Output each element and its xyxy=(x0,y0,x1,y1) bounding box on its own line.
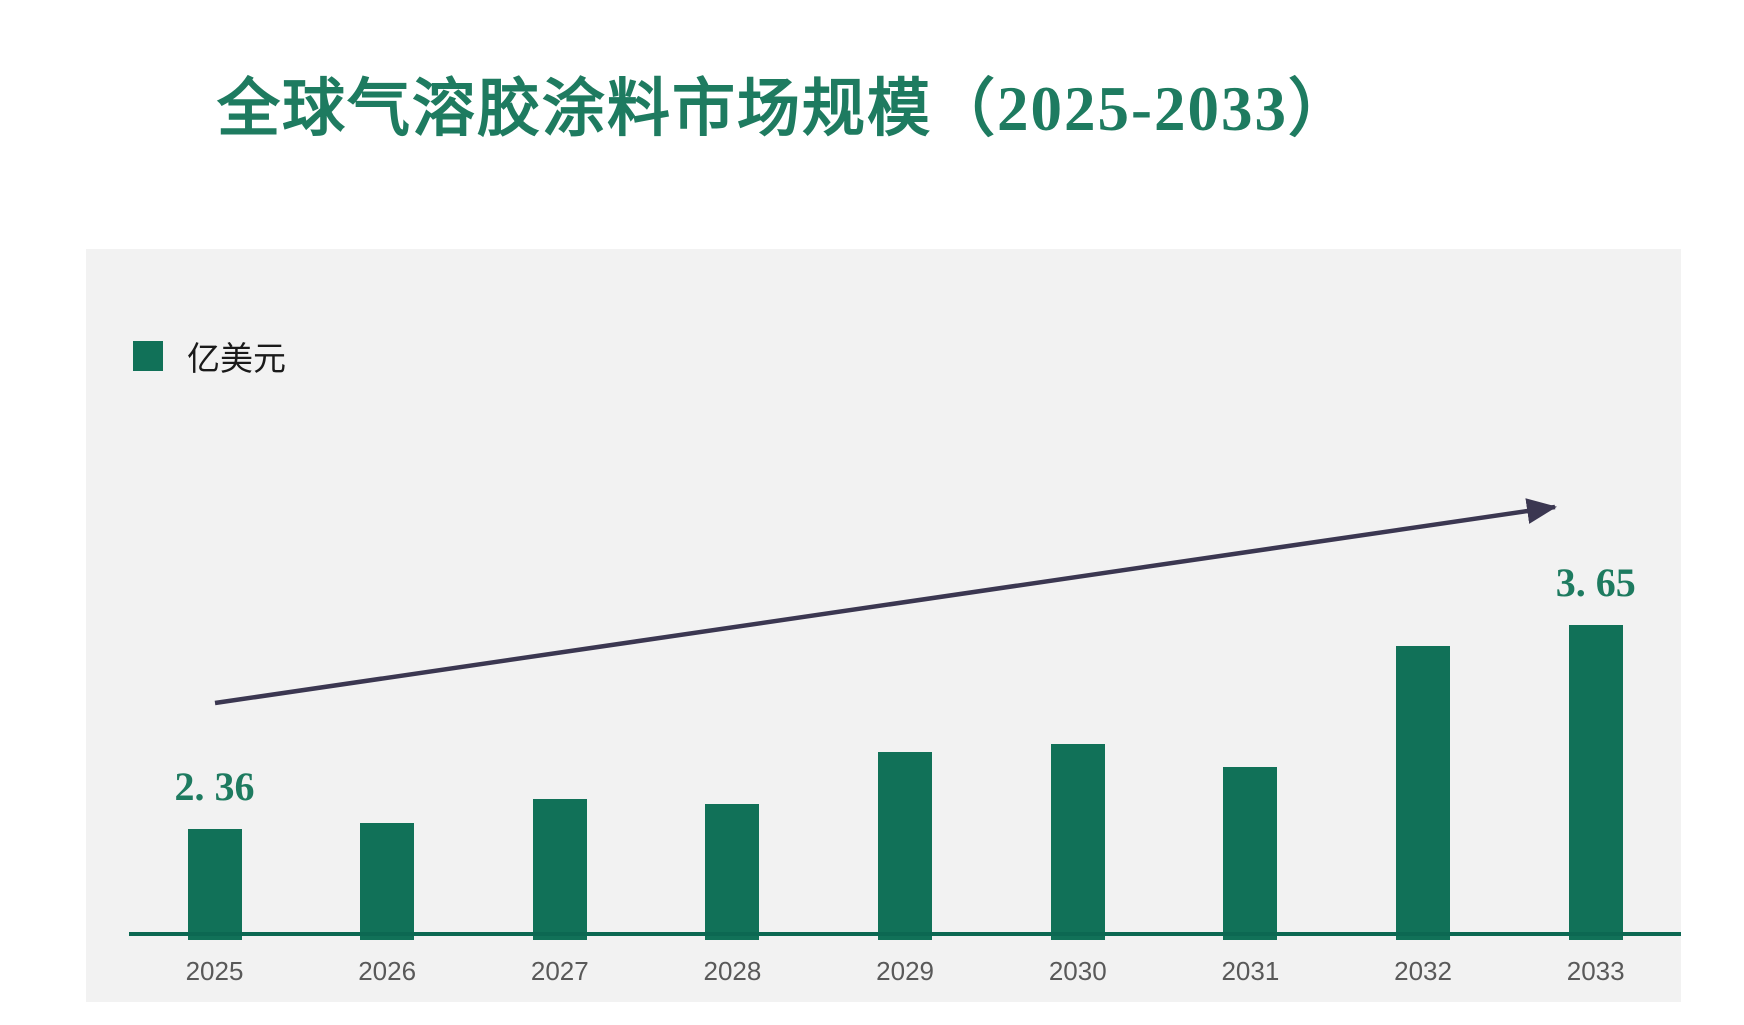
data-label-2025: 2. 36 xyxy=(174,763,255,809)
x-tick-2031: 2031 xyxy=(1221,956,1280,986)
bar-2030 xyxy=(1050,743,1105,940)
bar-2027 xyxy=(532,798,587,940)
x-tick-2033: 2033 xyxy=(1566,956,1625,986)
bar-2029 xyxy=(878,751,933,940)
chart-panel: 亿美元 2025 2. 36 2026 2027 2028 2029 2030 2031 203… xyxy=(86,249,1681,1002)
data-label-2033: 3. 65 xyxy=(1555,560,1636,606)
legend-swatch-icon xyxy=(133,341,163,371)
x-tick-2027: 2027 xyxy=(530,956,589,986)
x-tick-2028: 2028 xyxy=(703,956,762,986)
bar-2032 xyxy=(1396,645,1451,940)
legend: 亿美元 xyxy=(133,332,286,380)
x-tick-2026: 2026 xyxy=(358,956,417,986)
x-axis-line xyxy=(129,932,1681,936)
x-tick-2029: 2029 xyxy=(876,956,935,986)
bar-2025 xyxy=(187,828,242,940)
x-tick-2030: 2030 xyxy=(1048,956,1107,986)
legend-label: 亿美元 xyxy=(187,342,286,378)
x-tick-2025: 2025 xyxy=(185,956,244,986)
bar-2028 xyxy=(705,803,760,940)
bar-2033 xyxy=(1568,625,1623,940)
x-tick-2032: 2032 xyxy=(1394,956,1452,986)
bar-2031 xyxy=(1223,767,1278,940)
bar-2026 xyxy=(360,822,415,940)
chart-title: 全球气溶胶涂料市场规模（2025-2033） xyxy=(217,74,1353,145)
